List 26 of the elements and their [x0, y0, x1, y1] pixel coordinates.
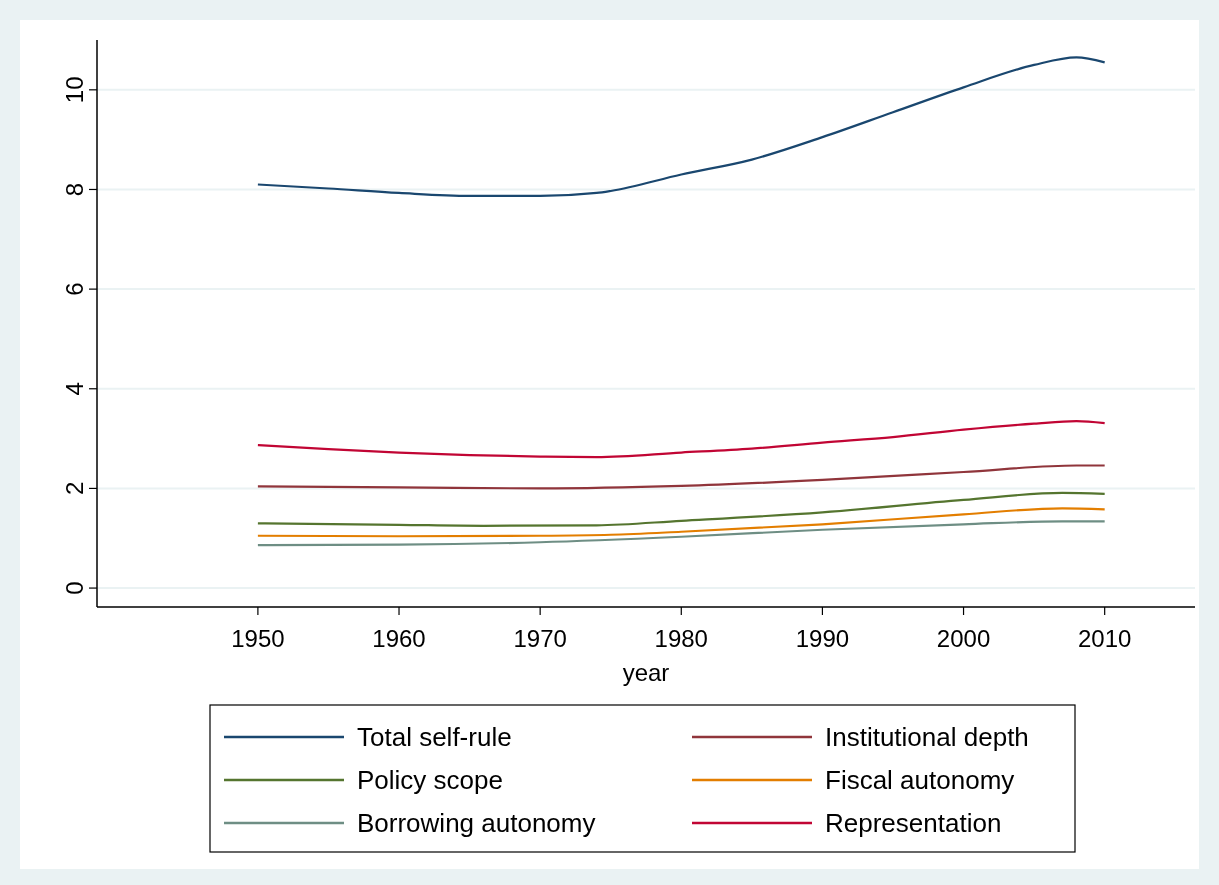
y-tick-label: 4 — [61, 382, 88, 396]
legend-label: Total self-rule — [357, 722, 512, 752]
legend-label: Policy scope — [357, 765, 503, 795]
x-tick-label: 1990 — [795, 625, 850, 652]
y-tick-label: 0 — [61, 581, 88, 595]
legend-label: Borrowing autonomy — [357, 808, 596, 838]
legend-label: Representation — [825, 808, 1002, 838]
line-series — [256, 520, 1106, 547]
y-tick-label: 10 — [61, 76, 88, 104]
legend-label: Institutional depth — [825, 722, 1029, 752]
y-tick-label: 6 — [61, 282, 88, 296]
x-tick-label: 1980 — [654, 625, 708, 652]
line-series — [256, 491, 1106, 527]
line-series — [256, 507, 1106, 538]
y-tick-label: 2 — [61, 481, 88, 496]
line-series — [256, 56, 1106, 198]
x-axis-title: year — [622, 659, 670, 686]
y-tick-label: 8 — [61, 182, 88, 197]
x-tick-label: 1950 — [231, 625, 285, 652]
line-series — [256, 420, 1106, 459]
x-tick-label: 2000 — [936, 625, 991, 652]
x-tick-label: 2010 — [1077, 625, 1132, 652]
x-tick-label: 1970 — [513, 625, 567, 652]
x-tick-label: 1960 — [372, 625, 426, 652]
legend-label: Fiscal autonomy — [825, 765, 1015, 795]
line-series — [256, 464, 1106, 490]
